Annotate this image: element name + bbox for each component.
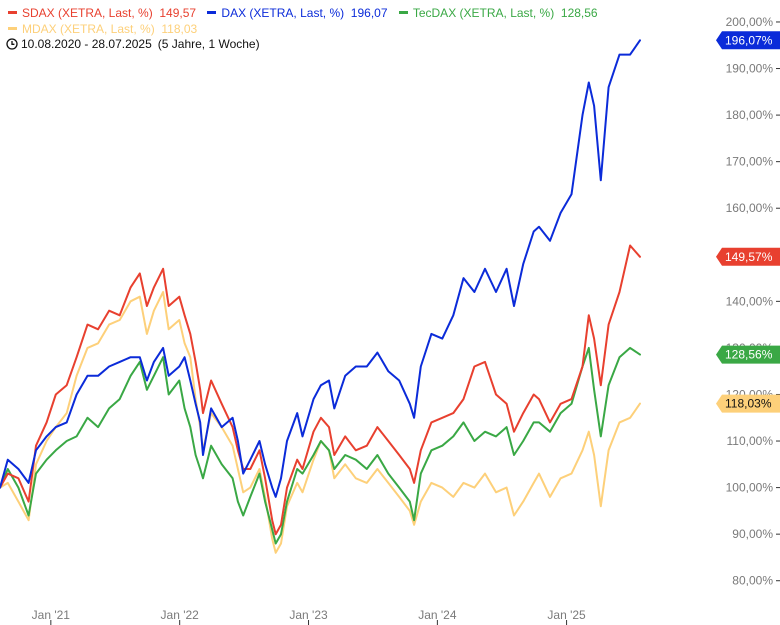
badge-value: 128,56% (725, 348, 773, 362)
legend-row-1: SDAX (XETRA, Last, %) 149,57 DAX (XETRA,… (8, 5, 606, 21)
x-tick-label: Jan '24 (418, 608, 457, 622)
legend-swatch-mdax (8, 27, 17, 31)
last-value-badge-dax: 196,07% (716, 31, 780, 50)
last-value-badge-sdax: 149,57% (716, 247, 780, 266)
badge-shape (716, 345, 780, 364)
last-value-badge-mdax: 118,03% (716, 394, 780, 413)
y-tick-label: 100,00% (726, 481, 774, 495)
badge-shape (716, 247, 780, 266)
last-value-badge-tecdax: 128,56% (716, 345, 780, 364)
legend-item-tecdax[interactable]: TecDAX (XETRA, Last, %) 128,56 (398, 5, 598, 21)
legend: SDAX (XETRA, Last, %) 149,57 DAX (XETRA,… (8, 5, 606, 37)
y-tick-label: 80,00% (732, 574, 773, 588)
legend-swatch-tecdax (398, 11, 408, 15)
y-axis: 80,00%90,00%100,00%110,00%120,00%130,00%… (726, 15, 780, 588)
legend-item-mdax[interactable]: MDAX (XETRA, Last, %) 118,03 (8, 21, 197, 37)
x-tick-label: Jan '23 (289, 608, 328, 622)
x-tick-label: Jan '22 (161, 608, 200, 622)
series-line-tecdax[interactable] (0, 346, 641, 545)
legend-row-2: MDAX (XETRA, Last, %) 118,03 (8, 21, 606, 37)
x-tick-label: Jan '25 (547, 608, 586, 622)
x-axis: Jan '21 Jan '22 Jan '23 Jan '24 Jan '25 (32, 608, 586, 625)
y-tick-label: 110,00% (727, 434, 774, 448)
legend-item-dax[interactable]: DAX (XETRA, Last, %) 196,07 (207, 5, 388, 21)
y-tick-label: 160,00% (726, 201, 774, 215)
legend-label-mdax: MDAX (XETRA, Last, %) (22, 22, 155, 36)
clock-icon (6, 38, 18, 50)
series-lines (0, 39, 641, 554)
legend-swatch-dax (207, 11, 217, 15)
legend-swatch-sdax (8, 11, 17, 15)
period-span: (5 Jahre, 1 Woche) (157, 37, 260, 51)
legend-value-mdax: 118,03 (161, 22, 198, 36)
legend-label-tecdax: TecDAX (XETRA, Last, %) (412, 6, 555, 20)
time-period: 10.08.2020 - 28.07.2025 (5 Jahre, 1 Woche… (6, 37, 266, 51)
legend-value-sdax: 149,57 (159, 6, 197, 20)
badge-value: 196,07% (725, 33, 773, 47)
y-tick-label: 200,00% (726, 15, 774, 29)
legend-item-sdax[interactable]: SDAX (XETRA, Last, %) 149,57 (8, 5, 196, 21)
badge-shape (716, 394, 780, 413)
legend-value-tecdax: 128,56 (560, 6, 598, 20)
y-tick-label: 170,00% (726, 155, 774, 169)
y-tick-label: 180,00% (726, 108, 774, 122)
badge-value: 118,03% (725, 397, 772, 411)
last-value-badges: 118,03% 128,56% 149,57% 196,07% (716, 31, 780, 413)
legend-label-dax: DAX (XETRA, Last, %) (221, 6, 345, 20)
y-tick-label: 90,00% (732, 527, 773, 541)
series-line-sdax[interactable] (0, 244, 641, 536)
series-line-mdax[interactable] (0, 291, 641, 554)
series-line-dax[interactable] (0, 39, 641, 498)
y-tick-label: 190,00% (726, 62, 774, 76)
period-range: 10.08.2020 - 28.07.2025 (21, 37, 152, 51)
y-tick-label: 140,00% (726, 294, 774, 308)
badge-value: 149,57% (725, 250, 773, 264)
badge-shape (716, 31, 780, 50)
legend-label-sdax: SDAX (XETRA, Last, %) (22, 6, 153, 20)
x-tick-label: Jan '21 (32, 608, 71, 622)
legend-value-dax: 196,07 (350, 6, 388, 20)
